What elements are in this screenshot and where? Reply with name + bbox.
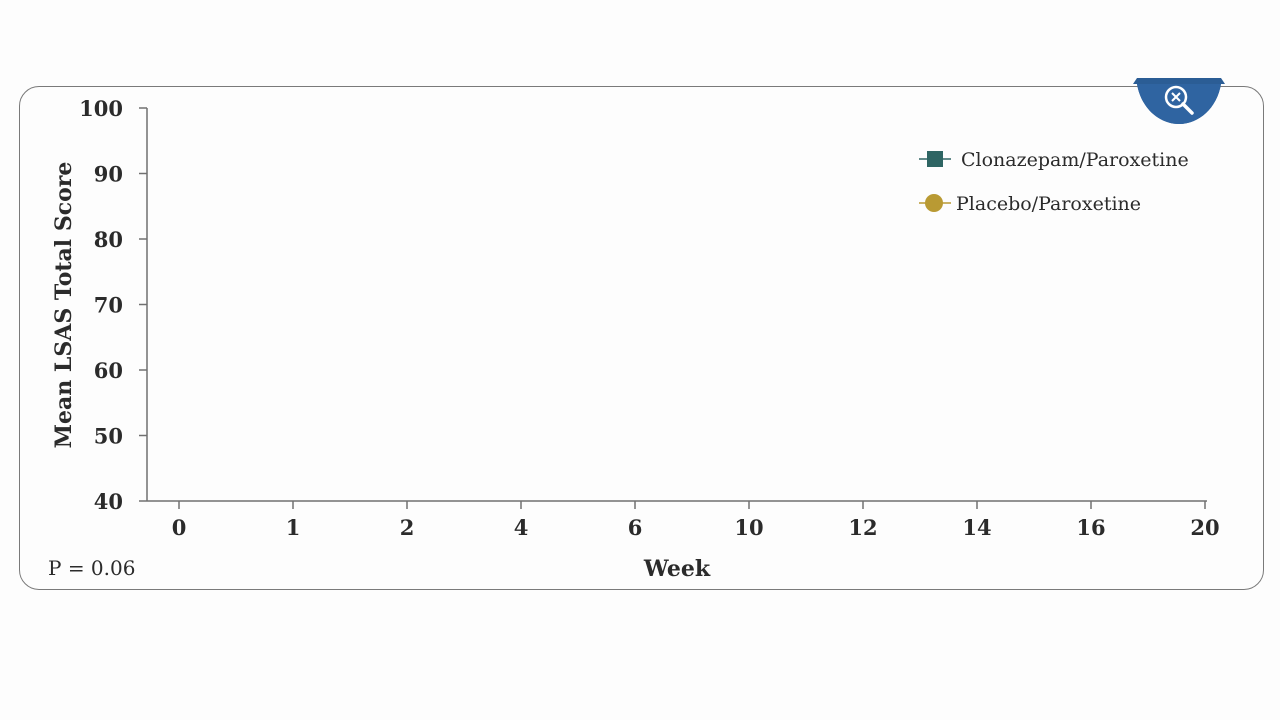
x-tick-label: 0 <box>172 515 187 540</box>
y-tick-label: 70 <box>94 293 123 318</box>
y-axis-title: Mean LSAS Total Score <box>51 162 77 449</box>
square-marker-icon <box>927 151 943 167</box>
p-value-annotation: P = 0.06 <box>48 556 136 580</box>
x-tick-label: 4 <box>514 515 529 540</box>
y-tick-label: 60 <box>94 358 123 383</box>
x-tick-label: 16 <box>1076 515 1105 540</box>
x-tick-label: 12 <box>848 515 877 540</box>
x-tick-label: 1 <box>286 515 301 540</box>
legend: Clonazepam/Paroxetine Placebo/Paroxetine <box>919 149 1189 215</box>
y-tick-label: 90 <box>94 162 123 187</box>
x-ticks: 0 1 2 4 6 10 12 14 16 20 <box>172 501 1220 540</box>
x-tick-label: 6 <box>628 515 643 540</box>
legend-item-clonazepam: Clonazepam/Paroxetine <box>919 149 1189 171</box>
x-tick-label: 20 <box>1190 515 1219 540</box>
chart-panel <box>19 86 1264 590</box>
y-tick-label: 50 <box>94 424 123 449</box>
x-axis-title: Week <box>643 556 711 582</box>
y-tick-label: 40 <box>94 489 123 514</box>
zoom-out-icon <box>1164 85 1194 115</box>
legend-label-clonazepam: Clonazepam/Paroxetine <box>961 149 1189 171</box>
circle-marker-icon <box>925 194 943 212</box>
x-tick-label: 14 <box>962 515 991 540</box>
zoom-out-button[interactable] <box>1133 78 1225 126</box>
x-tick-label: 10 <box>734 515 763 540</box>
y-tick-label: 100 <box>79 96 123 121</box>
y-ticks: 40 50 60 70 80 90 100 <box>79 96 147 514</box>
y-tick-label: 80 <box>94 227 123 252</box>
legend-item-placebo: Placebo/Paroxetine <box>919 193 1141 215</box>
x-tick-label: 2 <box>400 515 415 540</box>
legend-label-placebo: Placebo/Paroxetine <box>956 193 1141 215</box>
